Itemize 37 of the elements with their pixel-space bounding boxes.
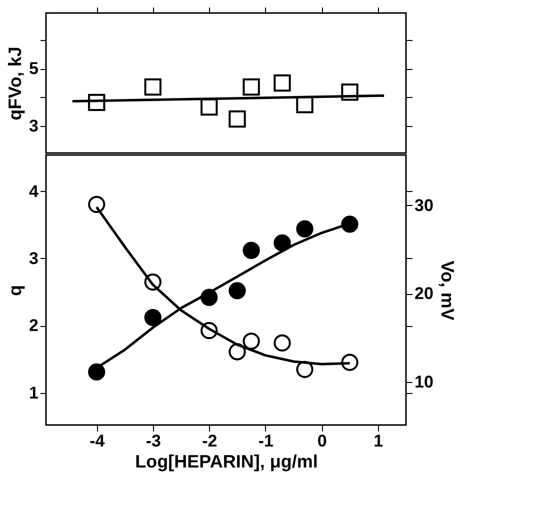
y-axis-title: q xyxy=(5,285,26,296)
y2-axis-title: Vo, mV xyxy=(437,260,458,320)
point xyxy=(88,196,106,213)
point xyxy=(228,110,246,128)
y-tick-label: 5 xyxy=(29,59,38,78)
x-tick-label: -3 xyxy=(146,432,161,450)
x-tick-label: 1 xyxy=(374,432,384,450)
y-tick-label: 3 xyxy=(29,248,38,268)
point xyxy=(296,220,314,238)
point xyxy=(242,78,260,96)
y-tick-label: 3 xyxy=(29,116,38,136)
x-tick-label: -4 xyxy=(90,432,106,450)
y2-tick-label: 30 xyxy=(414,196,434,215)
y2-tick-label: 10 xyxy=(414,372,434,392)
y-axis-title: qFVo, kJ xyxy=(5,46,26,120)
point xyxy=(88,363,106,381)
point xyxy=(274,234,291,252)
y-tick-label: 2 xyxy=(29,316,38,336)
y2-tick-label: 20 xyxy=(414,284,434,304)
point xyxy=(296,360,314,378)
x-axis-title: Log[HEPARIN], μg/ml xyxy=(135,452,318,472)
point xyxy=(228,343,246,360)
point xyxy=(228,282,246,300)
point xyxy=(341,216,358,233)
point xyxy=(274,334,291,352)
point xyxy=(144,78,162,96)
y-tick-label: 4 xyxy=(29,182,40,201)
point xyxy=(296,96,314,114)
point xyxy=(242,242,260,259)
x-tick-label: -1 xyxy=(258,432,274,450)
point xyxy=(200,98,218,116)
y-tick-label: 1 xyxy=(29,383,38,402)
x-tick-label: -2 xyxy=(202,432,218,450)
x-tick-label: 0 xyxy=(317,432,327,450)
point xyxy=(242,332,260,350)
point xyxy=(144,308,162,326)
point xyxy=(274,74,291,92)
